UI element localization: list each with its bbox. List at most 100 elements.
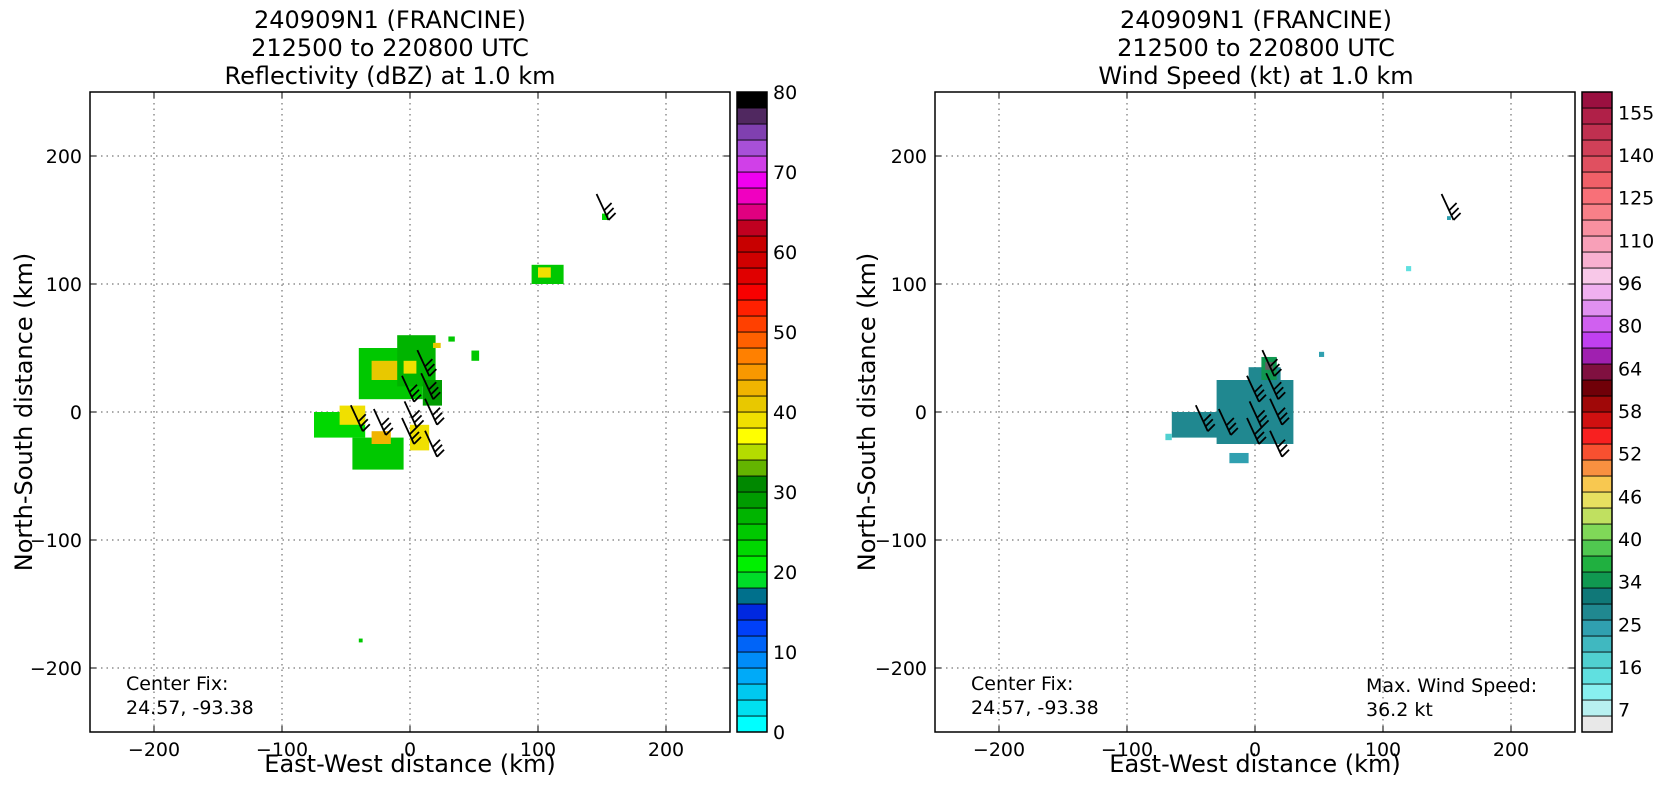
colorbar-tick-label: 10 bbox=[773, 642, 797, 664]
wind-barb bbox=[1246, 375, 1267, 403]
wind-barb bbox=[1218, 408, 1239, 436]
title-line-1: 240909N1 (FRANCINE) bbox=[1120, 6, 1392, 34]
colorbar-segment bbox=[1581, 443, 1613, 461]
colorbar-segment bbox=[1581, 507, 1613, 525]
barb-shaft bbox=[1218, 408, 1232, 436]
colorbar-segment bbox=[1581, 379, 1613, 397]
barb-shaft bbox=[424, 430, 438, 458]
barb-flag bbox=[1230, 427, 1239, 436]
colorbar-segment bbox=[1581, 475, 1613, 493]
colorbar-tick-label: 64 bbox=[1618, 358, 1642, 380]
colorbar-segment bbox=[1581, 187, 1613, 205]
barb-flag bbox=[1277, 407, 1286, 416]
reflectivity-panel: 240909N1 (FRANCINE) 212500 to 220800 UTC… bbox=[10, 6, 797, 778]
colorbar-segment bbox=[736, 267, 768, 285]
colorbar-tick-label: 58 bbox=[1618, 401, 1642, 423]
barb-flag bbox=[428, 368, 437, 377]
colorbar-tick-label: 40 bbox=[773, 402, 797, 424]
colorbar-tick-label: 80 bbox=[773, 82, 797, 104]
colorbar-frame bbox=[736, 91, 768, 733]
colorbar-segment bbox=[736, 619, 768, 637]
colorbar-segment bbox=[736, 475, 768, 493]
barb-flag bbox=[607, 212, 617, 221]
colorbar-segment bbox=[1581, 715, 1613, 733]
colorbar-segment bbox=[736, 571, 768, 589]
colorbar-tick-label: 34 bbox=[1618, 572, 1642, 594]
colorbar-segment bbox=[1581, 427, 1613, 445]
colorbar-segment bbox=[736, 635, 768, 653]
wind-barb bbox=[1269, 430, 1290, 458]
colorbar-tick-label: 25 bbox=[1618, 614, 1642, 636]
data-cell bbox=[448, 336, 455, 342]
colorbar-tick-label: 20 bbox=[773, 562, 797, 584]
colorbar-segment bbox=[736, 699, 768, 717]
colorbar-tick-label: 155 bbox=[1618, 102, 1654, 124]
colorbar-segment bbox=[1581, 411, 1613, 429]
colorbar-tick-label: 40 bbox=[1618, 529, 1642, 551]
title-line-1: 240909N1 (FRANCINE) bbox=[254, 6, 526, 34]
colorbar-tick-label: 80 bbox=[1618, 316, 1642, 338]
barb-flag bbox=[1277, 439, 1286, 448]
wind-barb bbox=[401, 417, 422, 445]
barb-flag bbox=[409, 384, 418, 393]
barb-flag bbox=[1271, 363, 1280, 372]
colorbar-segment bbox=[736, 155, 768, 173]
colorbar-segment bbox=[1581, 667, 1613, 685]
colorbar-segment bbox=[736, 651, 768, 669]
barb-flag bbox=[385, 427, 394, 436]
barb-flag bbox=[1279, 444, 1288, 453]
barb-shaft bbox=[373, 408, 387, 436]
barb-flag bbox=[360, 418, 369, 427]
barb-shaft bbox=[1261, 349, 1276, 377]
colorbar-segment bbox=[1581, 459, 1613, 477]
barb-flag bbox=[1281, 449, 1290, 458]
y-ticks: −200 −100 0 100 200 bbox=[30, 146, 730, 680]
colorbar-segment bbox=[736, 107, 768, 125]
wind-barb bbox=[595, 193, 617, 221]
colorbar-tick-label: 60 bbox=[773, 242, 797, 264]
data-cell bbox=[1319, 351, 1325, 357]
barb-flag bbox=[1207, 423, 1216, 432]
barb-flag bbox=[1258, 414, 1268, 423]
barb-flag bbox=[1279, 412, 1288, 421]
colorbar-segment bbox=[736, 235, 768, 253]
data-cell bbox=[602, 213, 609, 220]
barb-flag bbox=[413, 436, 422, 445]
colorbar-segment bbox=[736, 363, 768, 381]
colorbar-segment bbox=[736, 203, 768, 221]
colorbar-segment bbox=[736, 187, 768, 205]
colorbar-segment bbox=[1581, 635, 1613, 653]
wind-barb bbox=[424, 430, 445, 458]
colorbar-segment bbox=[736, 603, 768, 621]
colorbar-tick-label: 46 bbox=[1618, 486, 1642, 508]
max-wind-value: 36.2 kt bbox=[1366, 699, 1433, 721]
barb-shaft bbox=[420, 372, 435, 400]
barb-flag bbox=[1260, 419, 1270, 428]
colorbar: 0 10 20 30 40 50 60 70 80 bbox=[736, 82, 797, 744]
data-cell bbox=[538, 267, 551, 278]
data-cell bbox=[1229, 452, 1249, 464]
barb-flag bbox=[1450, 207, 1460, 216]
barb-flag bbox=[605, 207, 615, 216]
barb-shaft bbox=[1265, 372, 1280, 400]
colorbar-segment bbox=[1581, 91, 1613, 109]
barb-flag bbox=[424, 358, 433, 367]
x-tick-label: 0 bbox=[404, 739, 416, 761]
barb-shaft bbox=[1269, 398, 1283, 426]
barb-flag bbox=[432, 407, 441, 416]
barb-flag bbox=[411, 431, 420, 440]
center-fix-value: 24.57, -93.38 bbox=[971, 697, 1099, 719]
barb-flag bbox=[436, 449, 445, 458]
colorbar-tick-label: 0 bbox=[773, 722, 785, 744]
barb-flag bbox=[1256, 389, 1265, 398]
wind-barb bbox=[1269, 398, 1290, 426]
wind-barb bbox=[1261, 349, 1282, 377]
barb-flag bbox=[1254, 426, 1263, 435]
colorbar-segment bbox=[1581, 619, 1613, 637]
colorbar-tick-label: 125 bbox=[1618, 188, 1654, 210]
y-tick-label: 200 bbox=[46, 146, 82, 168]
barb-flag bbox=[1258, 436, 1267, 445]
wind-barb bbox=[401, 375, 422, 403]
colorbar-segment bbox=[1581, 283, 1613, 301]
